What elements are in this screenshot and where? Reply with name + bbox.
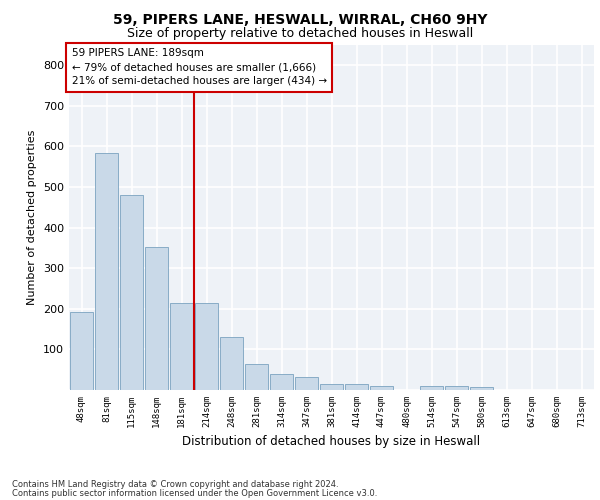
Text: 59, PIPERS LANE, HESWALL, WIRRAL, CH60 9HY: 59, PIPERS LANE, HESWALL, WIRRAL, CH60 9… — [113, 12, 487, 26]
X-axis label: Distribution of detached houses by size in Heswall: Distribution of detached houses by size … — [182, 436, 481, 448]
Text: Contains HM Land Registry data © Crown copyright and database right 2024.: Contains HM Land Registry data © Crown c… — [12, 480, 338, 489]
Bar — [170, 302, 193, 390]
Bar — [295, 377, 318, 390]
Text: Size of property relative to detached houses in Heswall: Size of property relative to detached ho… — [127, 28, 473, 40]
Bar — [95, 152, 118, 390]
Bar — [220, 337, 243, 390]
Bar — [470, 387, 493, 390]
Bar — [420, 386, 443, 390]
Bar — [445, 386, 468, 390]
Bar — [245, 364, 268, 390]
Bar — [320, 384, 343, 390]
Bar — [345, 384, 368, 390]
Y-axis label: Number of detached properties: Number of detached properties — [28, 130, 37, 305]
Bar — [70, 312, 93, 390]
Bar — [270, 374, 293, 390]
Bar — [120, 195, 143, 390]
Bar — [195, 302, 218, 390]
Bar — [370, 386, 393, 390]
Bar — [145, 247, 168, 390]
Text: Contains public sector information licensed under the Open Government Licence v3: Contains public sector information licen… — [12, 488, 377, 498]
Text: 59 PIPERS LANE: 189sqm
← 79% of detached houses are smaller (1,666)
21% of semi-: 59 PIPERS LANE: 189sqm ← 79% of detached… — [71, 48, 327, 86]
